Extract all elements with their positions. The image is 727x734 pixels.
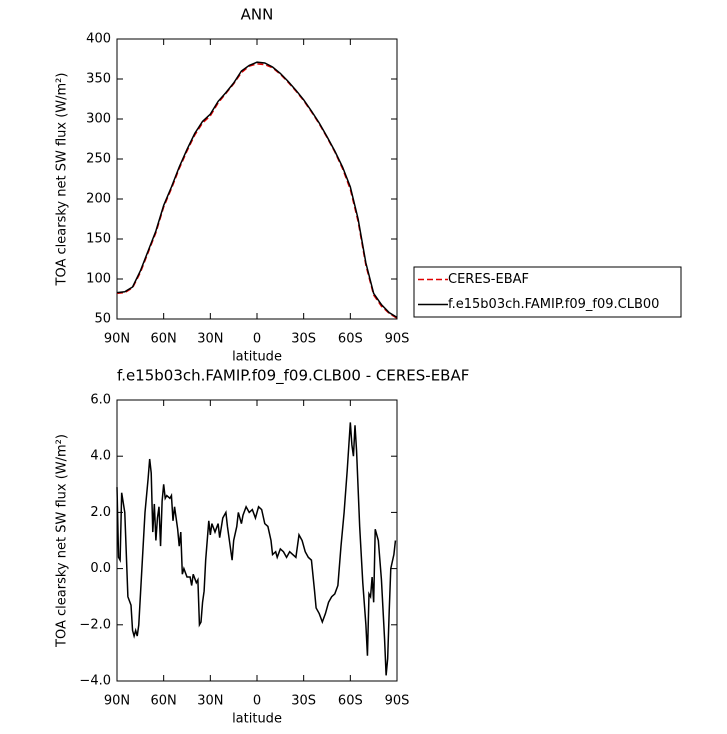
x-tick-label: 60S [338,332,363,347]
y-tick-label: −2.0 [79,617,111,632]
y-tick-label: 300 [86,112,111,127]
y-tick-label: 400 [86,32,111,47]
y-tick-label: 6.0 [90,393,111,408]
x-tick-label: 30N [197,694,223,709]
y-tick-label: 350 [86,72,111,87]
plot-frame [116,38,398,320]
x-tick-label: 0 [253,332,261,347]
y-tick-label: 150 [86,232,111,247]
y-tick-label: 2.0 [90,505,111,520]
x-tick-label: 90S [385,332,410,347]
y-tick-label: −4.0 [79,674,111,689]
x-tick-label: 0 [253,694,261,709]
y-tick-label: 4.0 [90,449,111,464]
y-tick-label: 200 [86,192,111,207]
y-axis-label: TOA clearsky net SW flux (W/m²) [55,73,70,287]
chart-title: f.e15b03ch.FAMIP.f09_f09.CLB00 - CERES-E… [117,367,469,386]
y-tick-label: 0.0 [90,561,111,576]
x-axis-label: latitude [232,350,282,365]
legend-label: CERES-EBAF [448,272,529,287]
x-tick-label: 90S [385,694,410,709]
x-tick-label: 90N [104,694,130,709]
data-line [116,63,398,319]
chart-title: ANN [241,6,274,24]
x-tick-label: 60N [151,694,177,709]
y-tick-label: 100 [86,272,111,287]
plot-frame [116,399,398,682]
x-tick-label: 30S [291,332,316,347]
data-line [116,422,397,676]
x-tick-label: 30N [197,332,223,347]
data-line [116,61,398,319]
legend-box [413,266,682,318]
x-axis-label: latitude [232,712,282,727]
x-tick-label: 60N [151,332,177,347]
x-tick-label: 30S [291,694,316,709]
x-tick-label: 90N [104,332,130,347]
y-tick-label: 50 [94,312,111,327]
legend-label: f.e15b03ch.FAMIP.f09_f09.CLB00 [448,297,659,312]
y-axis-label: TOA clearsky net SW flux (W/m²) [55,434,70,648]
y-tick-label: 250 [86,152,111,167]
x-tick-label: 60S [338,694,363,709]
